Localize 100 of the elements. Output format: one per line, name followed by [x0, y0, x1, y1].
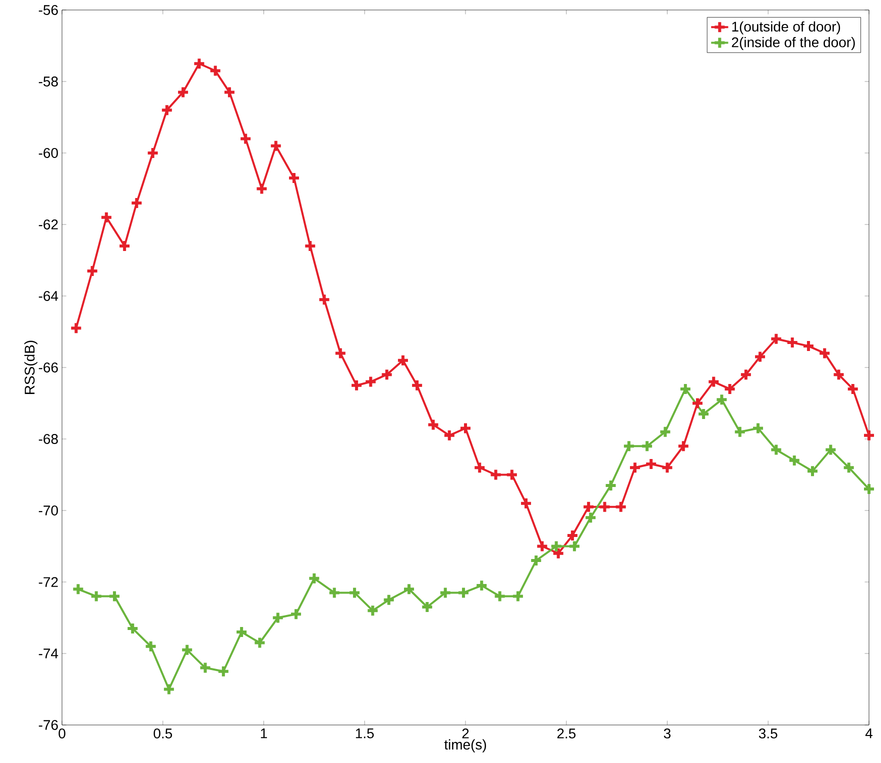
x-axis-title: time(s) [444, 739, 486, 752]
point [723, 382, 736, 396]
point [255, 182, 268, 196]
point [676, 440, 690, 453]
point [162, 682, 176, 696]
x-tick-label: 1.5 [356, 728, 374, 738]
point [770, 443, 783, 456]
point [222, 86, 236, 99]
x-tick-label: 0.5 [154, 728, 172, 738]
point [382, 593, 396, 606]
x-tick-label: 4 [865, 728, 872, 738]
point [752, 422, 765, 435]
point [566, 529, 579, 542]
x-tick-label: 3.5 [758, 728, 778, 738]
point [552, 546, 565, 560]
point [130, 196, 144, 210]
y-tick-label: -68 [38, 434, 58, 444]
y-tick-label: -60 [38, 148, 58, 158]
point [192, 57, 206, 70]
point [707, 375, 720, 388]
point [530, 554, 543, 568]
point [288, 172, 301, 185]
legend-label: 1(outside of door) [732, 21, 840, 34]
x-tick-label: 1 [260, 728, 267, 738]
point [239, 132, 252, 146]
point [786, 336, 799, 349]
point [410, 378, 424, 392]
point [380, 368, 394, 382]
point [818, 346, 832, 360]
point [604, 478, 618, 492]
point [426, 418, 440, 432]
y-tick-label: -74 [38, 648, 58, 658]
point [628, 461, 642, 474]
x-tick-label: 2 [462, 728, 469, 738]
point [269, 139, 282, 152]
y-tick-label: -62 [38, 220, 58, 230]
point [144, 640, 158, 653]
point [715, 393, 728, 406]
point [271, 611, 284, 624]
point [420, 600, 434, 614]
point [770, 332, 783, 346]
y-tick-label: -56 [38, 5, 58, 15]
point [842, 461, 856, 474]
point [622, 440, 636, 453]
y-tick-label: -64 [38, 291, 58, 301]
point [208, 64, 222, 78]
point [456, 586, 470, 600]
point [235, 626, 248, 639]
point [568, 540, 581, 553]
point [402, 582, 416, 596]
point [697, 407, 710, 420]
point [511, 590, 524, 603]
y-tick-label: -66 [38, 362, 58, 372]
point [832, 368, 846, 382]
point [473, 461, 486, 474]
point [438, 586, 452, 600]
point [318, 293, 331, 306]
point [788, 454, 801, 467]
point [691, 396, 704, 410]
point [614, 500, 628, 514]
point [366, 604, 380, 618]
point [739, 368, 752, 382]
x-tick-label: 3 [664, 728, 671, 738]
point [536, 540, 549, 553]
point [660, 461, 674, 474]
point [176, 86, 190, 99]
point [90, 590, 103, 603]
x-tick-label: 2.5 [557, 728, 576, 738]
point [520, 496, 533, 510]
x-tick-label: 0 [58, 728, 66, 738]
point [290, 608, 303, 621]
point [582, 500, 596, 514]
point [806, 464, 820, 478]
y-tick-label: -70 [38, 506, 58, 516]
point [396, 354, 410, 367]
point [348, 586, 362, 600]
point [598, 500, 612, 514]
point [364, 375, 378, 388]
y-tick-label: -76 [38, 720, 58, 730]
point [493, 590, 506, 603]
point [160, 104, 174, 117]
point [328, 586, 341, 600]
point [216, 664, 230, 678]
point [86, 264, 99, 278]
point [644, 458, 658, 471]
point [108, 590, 121, 603]
point [640, 440, 654, 453]
point [802, 340, 815, 353]
point [824, 443, 838, 456]
point [754, 350, 767, 364]
point [846, 382, 860, 396]
point [253, 636, 266, 650]
point [100, 210, 113, 224]
point [198, 661, 212, 674]
legend-label: 2(inside of the door) [732, 36, 855, 50]
y-tick-label: -72 [38, 577, 58, 587]
point [584, 511, 598, 524]
point [442, 428, 456, 442]
point [180, 643, 194, 656]
y-axis-title: RSS(dB) [24, 340, 38, 394]
